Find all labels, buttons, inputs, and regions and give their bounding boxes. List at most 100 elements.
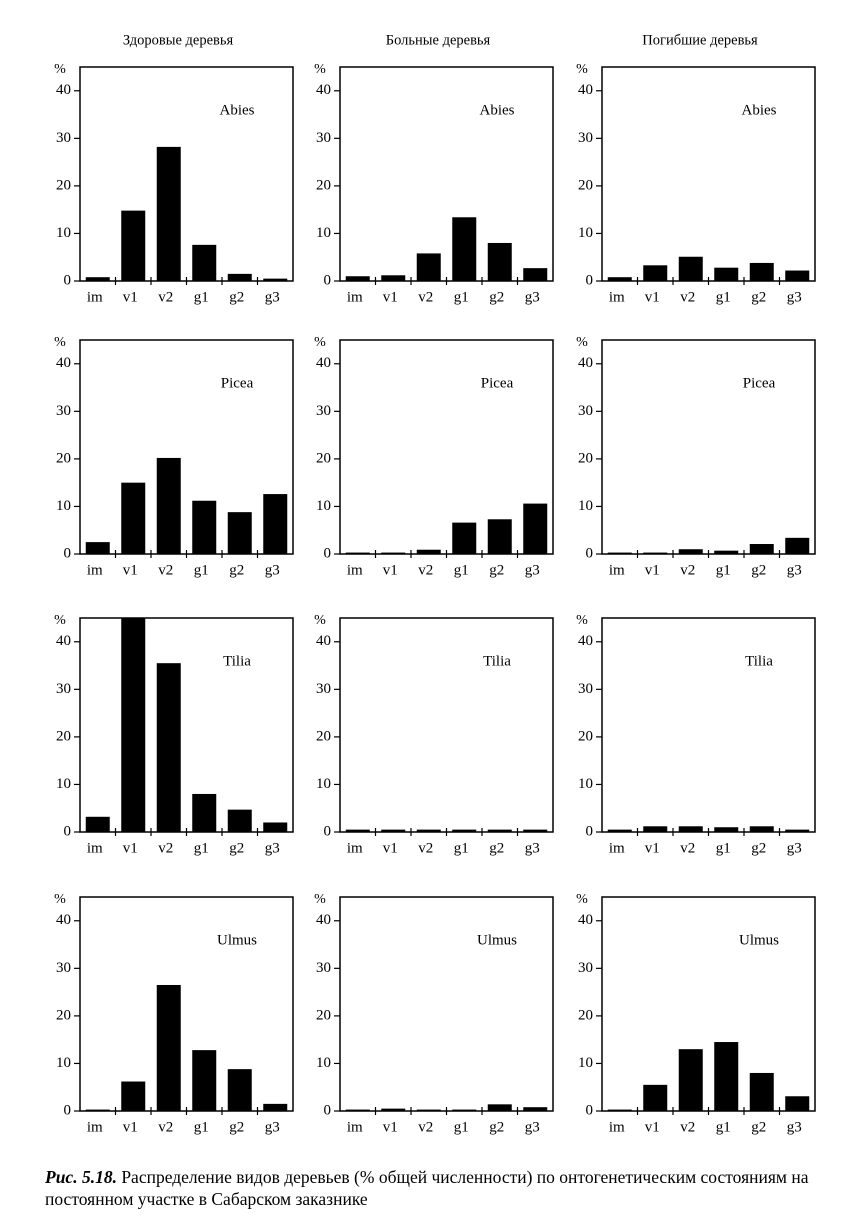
bar: [263, 494, 288, 554]
bar: [452, 522, 477, 554]
bar: [263, 278, 288, 281]
y-tick-label: 40: [56, 355, 71, 371]
y-tick-label: 0: [324, 545, 332, 561]
x-tick-label: v2: [158, 289, 173, 305]
bar: [487, 829, 512, 832]
plot-frame: [339, 896, 554, 1112]
x-tick-label: im: [347, 289, 363, 305]
y-tick-label: 40: [578, 82, 593, 98]
y-tick-label: 40: [316, 633, 331, 649]
x-tick-label: im: [609, 562, 625, 578]
y-tick-label: 0: [586, 272, 594, 288]
bar: [345, 552, 370, 554]
bar: [523, 829, 548, 832]
x-tick-label: g2: [229, 1119, 244, 1135]
bar: [156, 457, 181, 554]
y-tick-label: 30: [56, 960, 71, 976]
x-tick-label: g1: [716, 289, 731, 305]
y-tick-label: 30: [56, 681, 71, 697]
x-tick-label: v2: [158, 840, 173, 856]
x-tick-label: v1: [123, 840, 138, 856]
x-tick-label: g3: [265, 840, 280, 856]
y-tick-label: 20: [56, 177, 71, 193]
y-tick-label: 0: [324, 272, 332, 288]
plot-frame: [79, 66, 294, 282]
bar: [452, 217, 477, 281]
y-tick-label: 0: [64, 272, 72, 288]
x-tick-label: g1: [716, 562, 731, 578]
bar: [452, 1109, 477, 1111]
bar: [121, 482, 146, 554]
y-axis-label: %: [576, 892, 588, 907]
bar: [749, 544, 774, 554]
x-tick-label: g2: [751, 289, 766, 305]
caption-text: Распределение видов деревьев (% общей чи…: [45, 1167, 809, 1209]
x-tick-label: im: [609, 840, 625, 856]
bar: [678, 549, 703, 554]
x-tick-label: g2: [489, 840, 504, 856]
y-tick-label: 20: [578, 177, 593, 193]
y-tick-label: 0: [324, 823, 332, 839]
y-tick-label: 20: [316, 450, 331, 466]
x-tick-label: im: [87, 1119, 103, 1135]
bar: [487, 242, 512, 281]
bar: [714, 550, 739, 554]
bar: [192, 1050, 217, 1111]
y-axis-label: %: [54, 892, 66, 907]
x-tick-label: g3: [525, 840, 540, 856]
bar: [227, 809, 252, 832]
bar: [714, 267, 739, 281]
y-tick-label: 30: [56, 130, 71, 146]
y-tick-label: 10: [316, 1055, 331, 1071]
x-tick-label: g2: [489, 1119, 504, 1135]
y-axis-label: %: [314, 335, 326, 350]
x-tick-label: v2: [418, 289, 433, 305]
bar: [192, 793, 217, 832]
x-tick-label: v1: [645, 1119, 660, 1135]
plot-frame: [339, 617, 554, 833]
x-tick-label: v2: [418, 840, 433, 856]
y-tick-label: 20: [578, 728, 593, 744]
bar: [523, 1107, 548, 1111]
bar: [416, 1109, 441, 1111]
y-tick-label: 30: [578, 403, 593, 419]
bar: [523, 268, 548, 281]
bar: [607, 829, 632, 832]
x-tick-label: g3: [525, 1119, 540, 1135]
x-tick-label: v2: [680, 1119, 695, 1135]
y-tick-label: 40: [316, 355, 331, 371]
y-tick-label: 30: [316, 960, 331, 976]
plot-frame: [339, 339, 554, 555]
y-tick-label: 0: [586, 545, 594, 561]
bar: [643, 265, 668, 281]
x-tick-label: v1: [123, 289, 138, 305]
bar: [381, 1108, 406, 1111]
bar: [345, 1109, 370, 1111]
bar: [607, 277, 632, 281]
x-tick-label: v2: [158, 562, 173, 578]
x-tick-label: v2: [680, 289, 695, 305]
x-tick-label: g3: [265, 1119, 280, 1135]
x-tick-label: v2: [158, 1119, 173, 1135]
figure: Здоровые деревья Больные деревья Погибшие …: [54, 32, 816, 1135]
bar: [785, 270, 810, 281]
x-tick-label: im: [347, 1119, 363, 1135]
bar: [714, 1042, 739, 1111]
y-axis-label: %: [54, 62, 66, 77]
x-tick-label: v2: [680, 840, 695, 856]
bar: [227, 512, 252, 554]
x-tick-label: g1: [454, 1119, 469, 1135]
bar: [749, 1072, 774, 1111]
y-axis-label: %: [576, 613, 588, 628]
x-tick-label: g1: [716, 1119, 731, 1135]
y-axis-label: %: [576, 335, 588, 350]
y-tick-label: 40: [56, 82, 71, 98]
y-tick-label: 40: [316, 912, 331, 928]
y-tick-label: 10: [316, 776, 331, 792]
y-tick-label: 30: [56, 403, 71, 419]
y-tick-label: 10: [56, 776, 71, 792]
bar: [263, 1103, 288, 1111]
chart-title: Abies: [742, 102, 777, 118]
bar: [785, 537, 810, 554]
x-tick-label: v1: [645, 840, 660, 856]
